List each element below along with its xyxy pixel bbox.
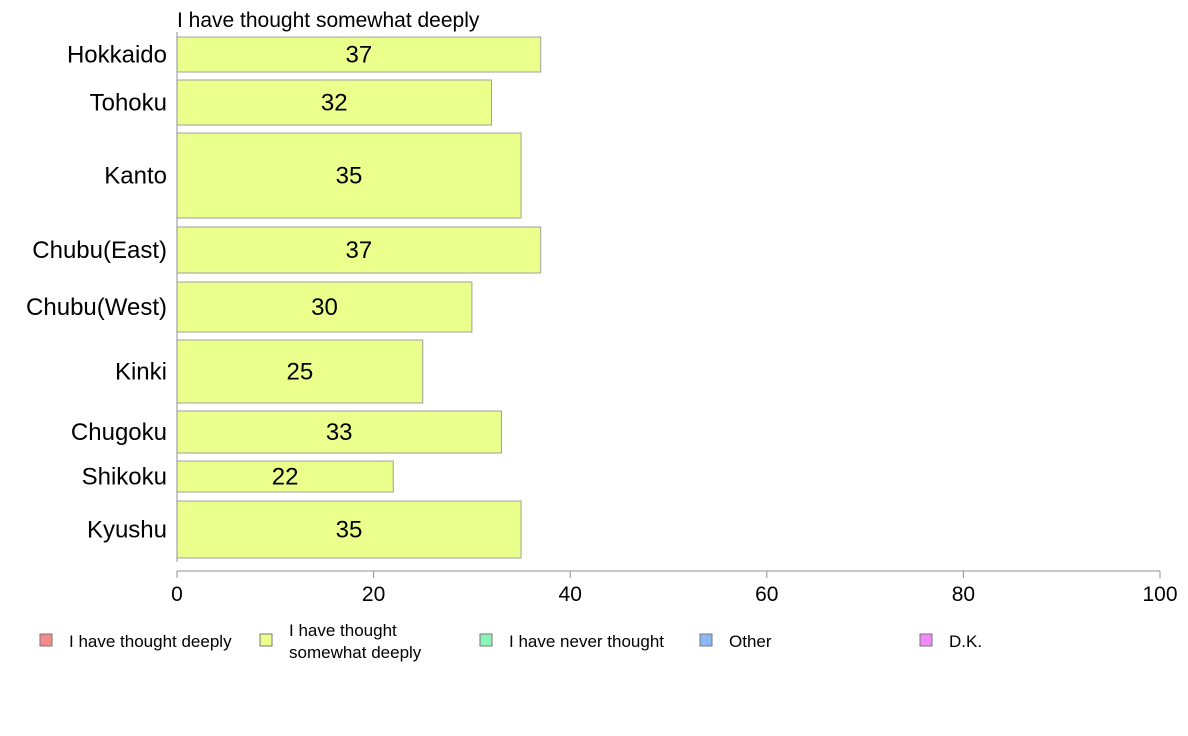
legend-label: Other [729,632,772,651]
legend-label: somewhat deeply [289,643,422,662]
category-label: Shikoku [82,464,167,491]
data-label: 25 [287,359,314,386]
data-label: 35 [336,517,363,544]
legend-swatch [39,633,53,647]
x-tick-label: 100 [1142,583,1177,606]
category-label: Tohoku [90,90,167,117]
data-label: 37 [346,42,373,69]
bar-chubu-east- [176,226,542,274]
category-label: Hokkaido [67,42,167,69]
bar-kinki [176,339,424,404]
legend-label: I have thought deeply [69,632,232,651]
x-tick-label: 0 [171,583,183,606]
chart-title: I have thought somewhat deeply [177,9,480,32]
category-label: Chubu(East) [32,237,167,264]
x-tick-label: 20 [362,583,385,606]
bar-tohoku [176,79,493,126]
x-tick-label: 40 [559,583,582,606]
legend-swatch [479,633,493,647]
legend-label: I have thought [289,621,397,640]
data-label: 35 [336,163,363,190]
x-tick-label: 80 [952,583,975,606]
bar-kanto [176,132,522,219]
bars-group: Hokkaido 37 Tohoku 32 Kanto 35 Chubu(East) 37 Ch… [26,36,542,559]
data-label: 33 [326,419,353,446]
category-label: Kyushu [87,517,167,544]
legend-label: D.K. [949,632,982,651]
legend: I have thought deeply I have thought somew… [39,621,982,662]
data-label: 37 [346,237,373,264]
x-axis: 0 20 40 60 80 100 [171,32,1178,606]
legend-swatch [919,633,933,647]
legend-swatch [699,633,713,647]
data-label: 32 [321,90,348,117]
data-label: 30 [311,294,338,321]
legend-swatch [259,633,273,647]
x-tick-label: 60 [755,583,778,606]
category-label: Kanto [104,163,167,190]
category-label: Chugoku [71,419,167,446]
category-label: Chubu(West) [26,294,167,321]
bar-chugoku [176,410,502,454]
category-label: Kinki [115,359,167,386]
bar-hokkaido [176,36,542,73]
data-label: 22 [272,464,299,491]
legend-label: I have never thought [509,632,664,651]
bar-chubu-west- [176,281,473,333]
